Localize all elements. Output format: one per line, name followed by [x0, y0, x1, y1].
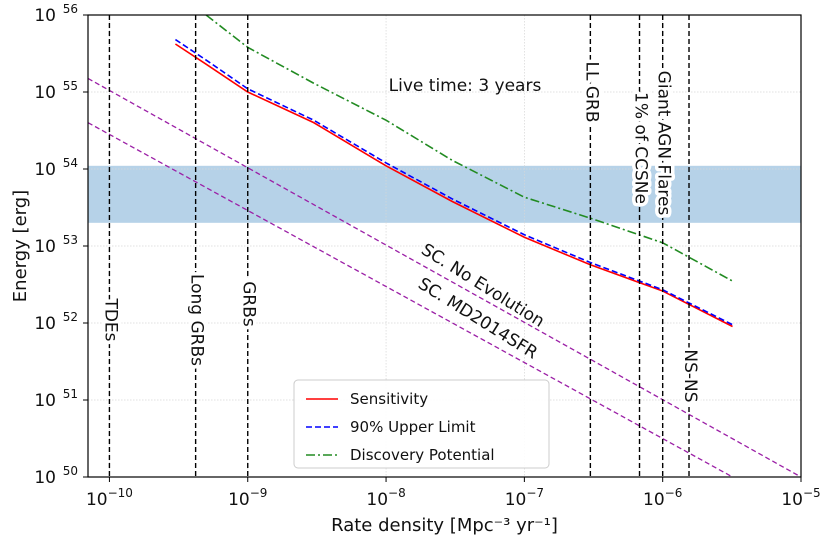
- vline-label: Long GRBs: [187, 274, 207, 366]
- series-line: [174, 43, 733, 328]
- y-tick-mantissa: 10: [34, 237, 56, 257]
- x-tick-exponent: −8: [388, 486, 406, 500]
- y-tick-label: 10: [34, 6, 56, 26]
- legend-box: [293, 379, 550, 469]
- x-axis-label: Rate density [Mpc⁻³ yr⁻¹]: [331, 515, 558, 536]
- y-tick-exponent: 51: [63, 387, 78, 401]
- vline-label: NS-NS: [680, 349, 700, 402]
- y-tick-mantissa: 10: [34, 160, 56, 180]
- x-tick-label: 10−7: [505, 486, 544, 510]
- y-tick-label: 10: [34, 391, 56, 411]
- y-tick-exponent: 54: [63, 156, 78, 170]
- x-tick-exponent: −7: [526, 486, 544, 500]
- x-tick-mantissa: 10: [505, 490, 527, 510]
- x-tick-exponent: −9: [250, 486, 268, 500]
- series-line: [205, 15, 733, 282]
- series-line: [174, 38, 733, 326]
- x-tick-exponent: −6: [665, 486, 683, 500]
- y-tick-exponent: 52: [63, 310, 78, 324]
- x-tick-mantissa: 10: [643, 490, 665, 510]
- x-tick-mantissa: 10: [366, 490, 388, 510]
- live-time-annotation: Live time: 3 years: [389, 76, 542, 96]
- vline-label: Giant AGN Flares: [654, 71, 674, 216]
- legend: Sensitivity 90% Upper Limit Discovery Pote…: [293, 379, 550, 469]
- y-tick-mantissa: 10: [34, 83, 56, 103]
- x-tick-mantissa: 10: [86, 490, 108, 510]
- vline-label: GRBs: [239, 281, 259, 327]
- y-axis-label: Energy [erg]: [10, 190, 31, 302]
- vline-label: TDEs: [100, 297, 120, 341]
- x-tick-label: 10−5: [781, 486, 820, 510]
- sc-lines-layer: [88, 77, 801, 477]
- x-tick-label: 10−9: [228, 486, 267, 510]
- y-tick-label: 10: [34, 160, 56, 180]
- labels-layer: TDEs Long GRBs GRBs LL GRB 1% of CCSNe Giant …: [97, 58, 704, 406]
- vline-label: 1% of CCSNe: [631, 92, 651, 204]
- y-tick-exponent: 50: [63, 464, 78, 478]
- x-tick-mantissa: 10: [781, 490, 803, 510]
- x-tick-exponent: −10: [108, 486, 133, 500]
- legend-label: 90% Upper Limit: [350, 418, 476, 436]
- y-tick-mantissa: 10: [34, 6, 56, 26]
- y-tick-exponent: 53: [63, 233, 78, 247]
- legend-label: Discovery Potential: [350, 446, 495, 464]
- x-tick-mantissa: 10: [228, 490, 250, 510]
- sc-line: [88, 77, 801, 477]
- vlines-layer: [108, 15, 690, 477]
- x-tick-label: 10−6: [643, 486, 682, 510]
- y-tick-label: 10: [34, 237, 56, 257]
- y-tick-mantissa: 10: [34, 391, 56, 411]
- y-tick-label: 10: [34, 314, 56, 334]
- x-tick-label: 10−8: [366, 486, 405, 510]
- y-tick-exponent: 56: [63, 2, 78, 16]
- x-tick-label: 10−10: [86, 486, 133, 510]
- sc-line: [88, 122, 733, 477]
- x-tick-exponent: −5: [803, 486, 821, 500]
- vline-label: LL GRB: [581, 62, 601, 123]
- y-tick-exponent: 55: [63, 79, 78, 93]
- y-tick-label: 10: [34, 468, 56, 488]
- legend-label: Sensitivity: [350, 390, 428, 408]
- y-tick-label: 10: [34, 83, 56, 103]
- y-tick-mantissa: 10: [34, 314, 56, 334]
- y-tick-mantissa: 10: [34, 468, 56, 488]
- series-layer: [174, 15, 733, 328]
